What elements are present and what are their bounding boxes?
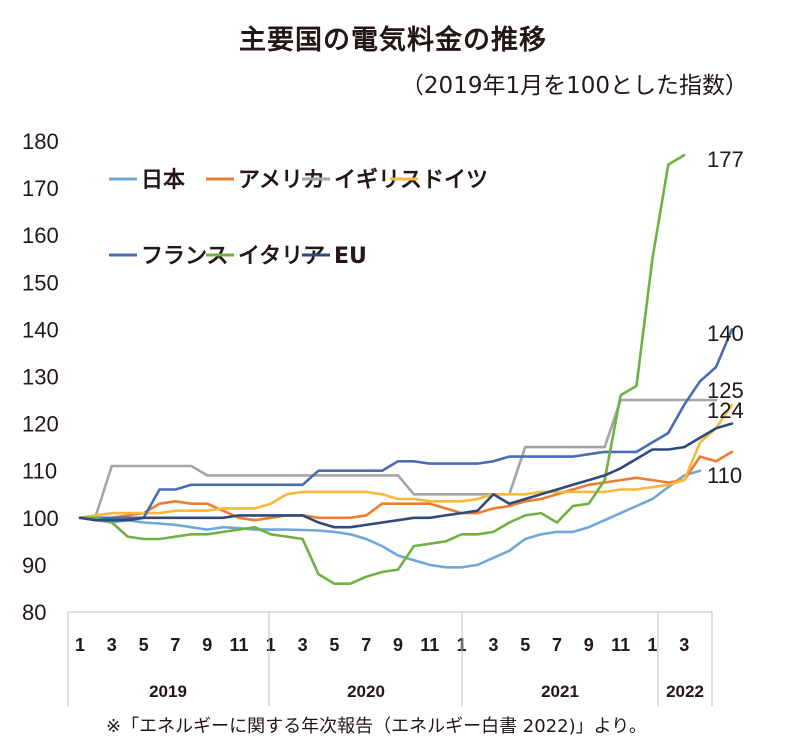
x-tick-label: 9 bbox=[393, 635, 403, 655]
x-tick-label: 1 bbox=[647, 635, 657, 655]
y-tick-label: 130 bbox=[22, 365, 59, 390]
year-label: 2022 bbox=[666, 682, 704, 701]
x-tick-label: 11 bbox=[420, 635, 439, 655]
series-line bbox=[78, 153, 686, 586]
x-tick-label: 1 bbox=[266, 635, 276, 655]
x-tick-label: 5 bbox=[520, 635, 530, 655]
series-line bbox=[78, 450, 734, 522]
series-line bbox=[78, 403, 734, 520]
chart-title: 主要国の電気料金の推移 bbox=[239, 25, 547, 56]
y-tick-label: 110 bbox=[22, 459, 57, 484]
x-tick-label: 9 bbox=[202, 635, 212, 655]
x-tick-label: 5 bbox=[329, 635, 339, 655]
y-tick-label: 180 bbox=[22, 129, 59, 154]
x-tick-label: 3 bbox=[679, 635, 689, 655]
end-value-label: 124 bbox=[707, 398, 744, 423]
series-line bbox=[78, 469, 702, 569]
legend-label: ドイツ bbox=[422, 168, 488, 193]
y-tick-label: 150 bbox=[22, 270, 59, 295]
y-tick-label: 140 bbox=[22, 317, 59, 342]
series-line bbox=[78, 328, 734, 520]
year-label: 2019 bbox=[149, 682, 187, 701]
x-tick-label: 9 bbox=[584, 635, 594, 655]
y-tick-label: 170 bbox=[22, 176, 59, 201]
series-lines bbox=[78, 153, 734, 586]
end-value-label: 110 bbox=[707, 463, 742, 488]
x-tick-label: 11 bbox=[229, 635, 248, 655]
x-tick-label: 11 bbox=[611, 635, 630, 655]
legend-label: 日本 bbox=[141, 168, 185, 193]
x-tick-label: 7 bbox=[170, 635, 180, 655]
y-tick-label: 100 bbox=[22, 506, 59, 531]
series-line bbox=[78, 422, 734, 529]
x-tick-label: 7 bbox=[552, 635, 562, 655]
y-tick-label: 120 bbox=[22, 412, 59, 437]
end-value-label: 125 bbox=[707, 378, 744, 403]
series-line bbox=[78, 398, 718, 520]
y-tick-label: 90 bbox=[22, 553, 46, 578]
x-tick-label: 7 bbox=[361, 635, 371, 655]
x-tick-label: 5 bbox=[139, 635, 149, 655]
year-label: 2020 bbox=[347, 682, 385, 701]
x-tick-label: 3 bbox=[488, 635, 498, 655]
y-tick-label: 160 bbox=[22, 223, 59, 248]
x-tick-label: 3 bbox=[298, 635, 308, 655]
chart-subtitle: （2019年1月を100とした指数） bbox=[400, 73, 748, 99]
legend-label: EU bbox=[334, 244, 367, 269]
y-tick-label: 80 bbox=[22, 600, 46, 625]
year-label: 2021 bbox=[541, 682, 579, 701]
source-note: ※「エネルギーに関する年次報告（エネルギー白書 2022)」より。 bbox=[106, 716, 647, 737]
x-tick-label: 3 bbox=[107, 635, 117, 655]
end-value-label: 177 bbox=[707, 147, 744, 172]
x-tick-label: 1 bbox=[75, 635, 85, 655]
end-value-label: 140 bbox=[707, 321, 744, 346]
